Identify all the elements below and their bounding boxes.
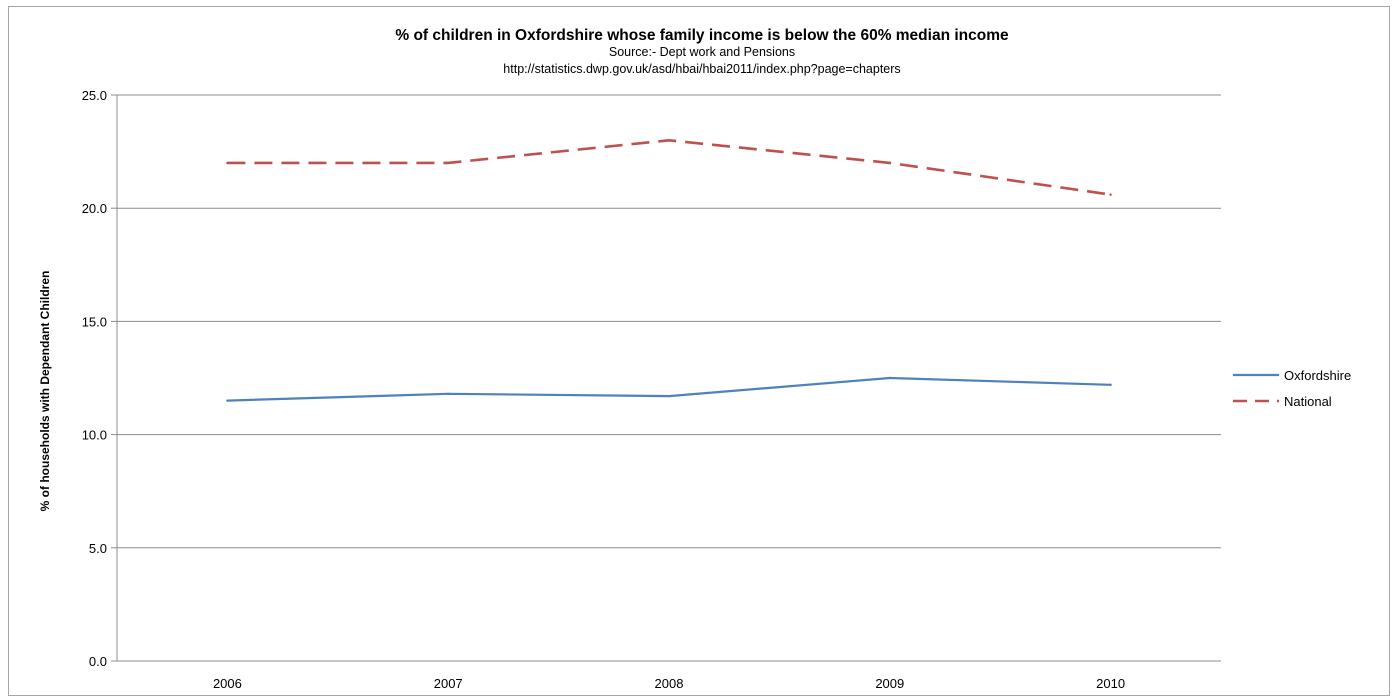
- series-line-national: [227, 139, 1111, 196]
- y-axis-label: % of households with Dependant Children: [38, 271, 52, 512]
- data-point-oxfordshire: [667, 394, 671, 398]
- legend-label-national: National: [1284, 394, 1332, 409]
- chart-title: % of children in Oxfordshire whose famil…: [395, 27, 1009, 44]
- chart-frame: % of children in Oxfordshire whose famil…: [8, 6, 1390, 696]
- y-tick-label: 0.0: [89, 654, 107, 669]
- data-point-national: [667, 139, 671, 142]
- data-point-national: [1109, 193, 1112, 196]
- x-tick-label: 2007: [434, 676, 463, 691]
- x-tick-label: 2009: [875, 676, 904, 691]
- data-point-oxfordshire: [226, 399, 229, 402]
- y-axis-ticks: 0.0 5.0 10.0 15.0 20.0 25.0: [82, 88, 107, 669]
- line-chart: % of children in Oxfordshire whose famil…: [38, 27, 1351, 691]
- y-tick-label: 20.0: [82, 201, 107, 216]
- x-tick-label: 2010: [1096, 676, 1125, 691]
- data-point-oxfordshire: [1109, 383, 1112, 386]
- series-lines: [226, 139, 1112, 402]
- data-point-oxfordshire: [447, 392, 450, 396]
- gridlines: [111, 94, 1221, 662]
- chart-source-url: http://statistics.dwp.gov.uk/asd/hbai/hb…: [503, 62, 900, 76]
- data-point-national: [447, 161, 450, 165]
- data-point-national: [888, 161, 891, 165]
- x-axis-ticks: 2006 2007 2008 2009 2010: [213, 676, 1125, 691]
- x-tick-label: 2008: [655, 676, 684, 691]
- y-tick-label: 25.0: [82, 88, 107, 103]
- chart-subtitle: Source:- Dept work and Pensions: [609, 45, 795, 59]
- y-tick-label: 5.0: [89, 541, 107, 556]
- y-tick-label: 15.0: [82, 314, 107, 329]
- data-point-oxfordshire: [888, 376, 891, 380]
- data-point-national: [226, 161, 229, 165]
- legend-label-oxfordshire: Oxfordshire: [1284, 368, 1351, 383]
- y-tick-label: 10.0: [82, 428, 107, 443]
- legend: Oxfordshire National: [1233, 368, 1351, 409]
- x-tick-label: 2006: [213, 676, 242, 691]
